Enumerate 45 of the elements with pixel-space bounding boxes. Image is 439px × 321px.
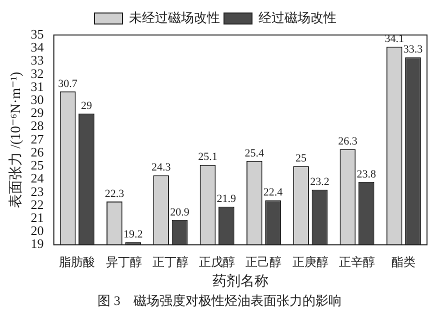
x-axis-title: 药剂名称 [212,273,268,290]
data-label: 29 [80,100,92,112]
data-label: 21.9 [216,193,237,206]
data-label: 30.7 [58,78,78,90]
data-label: 25 [296,152,308,165]
y-tick-label: 21 [30,210,44,225]
legend-label: 未经过磁场改性 [129,10,220,25]
x-tick-label: 异丁醇 [106,255,142,270]
y-tick-label: 35 [30,26,44,42]
y-tick-label: 31 [30,78,44,94]
y-tick-label: 26 [30,144,44,160]
x-tick-label: 正戊醇 [199,255,236,270]
data-label: 33.3 [403,44,424,56]
x-tick-label: 正己醇 [246,255,282,270]
x-tick-label: 酯类 [392,255,416,270]
data-label: 23.2 [310,176,330,188]
x-tick-label: 正丁醇 [152,255,188,270]
y-tick-label: 24 [30,170,44,186]
y-tick-label: 30 [30,92,44,107]
y-tick-label: 23 [30,184,44,199]
data-label: 22.3 [104,188,125,200]
y-tick-label: 34 [30,40,44,55]
y-tick-label: 32 [30,66,44,81]
y-axis-title: 表面张力 /(10⁻⁶N·m⁻¹) [8,71,24,208]
data-label: 26.3 [338,135,358,148]
y-tick-label: 33 [30,52,44,68]
y-tick-label: 28 [30,118,44,134]
y-tick-label: 25 [30,158,44,173]
x-tick-label: 正庚醇 [292,255,328,270]
x-tick-label: 正辛醇 [339,255,376,270]
y-tick-label: 29 [30,105,44,120]
data-label: 19.2 [123,228,143,241]
data-label: 20.9 [170,206,190,218]
data-label: 23.8 [356,168,376,180]
data-label: 22.4 [263,186,284,199]
data-label: 24.3 [151,162,172,174]
caption: 图 3 磁场强度对极性烃油表面张力的影响 [96,292,342,310]
y-tick-label: 20 [30,223,44,238]
y-tick-label: 19 [30,236,44,252]
y-tick-label: 27 [30,131,44,146]
legend-label: 经过磁场改性 [258,10,336,25]
data-label: 25.4 [244,147,265,160]
x-tick-label: 脂肪酸 [59,255,96,270]
data-label: 25.1 [198,151,218,164]
y-tick-label: 22 [30,196,44,212]
